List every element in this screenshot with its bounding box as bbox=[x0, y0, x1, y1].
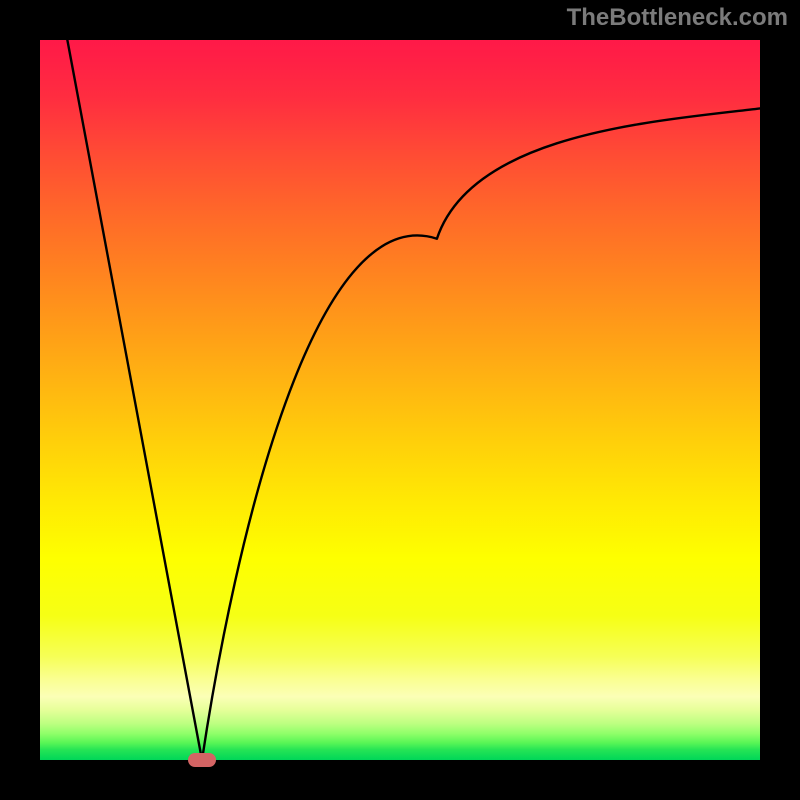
bottleneck-chart bbox=[0, 0, 800, 800]
plot-background bbox=[40, 40, 760, 760]
watermark-text: TheBottleneck.com bbox=[567, 4, 788, 32]
vertex-marker bbox=[188, 753, 216, 767]
